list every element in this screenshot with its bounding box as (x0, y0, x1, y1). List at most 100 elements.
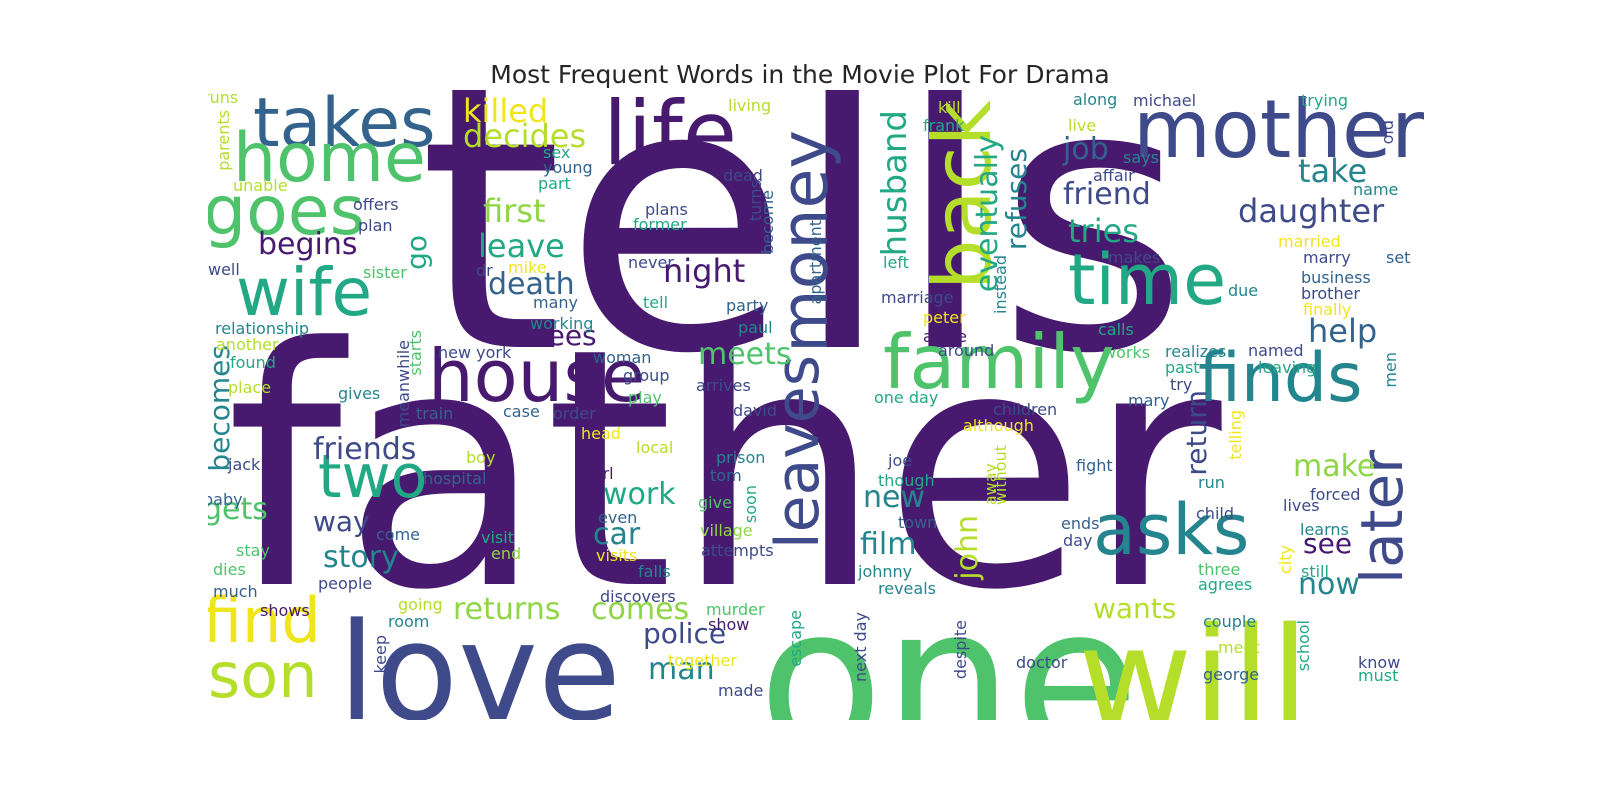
word-goes: goes (208, 172, 366, 251)
word-come: come (376, 525, 421, 544)
word-wants: wants (1093, 592, 1177, 625)
word-says: says (1123, 148, 1159, 167)
word-husband: husband (875, 110, 915, 257)
word-see: see (1303, 527, 1353, 560)
word-one-day: one day (874, 388, 939, 407)
word-work: work (603, 477, 676, 512)
word-frank: frank (923, 116, 965, 135)
word-tell: tell (643, 293, 669, 312)
word-go: go (400, 235, 433, 270)
word-forced: forced (1310, 485, 1361, 504)
word-woman: woman (593, 348, 652, 367)
word-film: film (860, 527, 917, 562)
word-now: now (1298, 567, 1360, 602)
word-keep: keep (371, 635, 390, 674)
word-run: run (1198, 473, 1225, 492)
word-named: named (1248, 341, 1304, 360)
word-village: village (700, 521, 753, 540)
word-escape: escape (786, 610, 805, 667)
word-town: town (898, 513, 938, 532)
word-affair: affair (1093, 166, 1135, 185)
word-discovers: discovers (600, 587, 676, 606)
word-must: must (1358, 666, 1399, 685)
word-family: family (883, 318, 1115, 406)
word-live: live (1068, 116, 1097, 135)
word-mike: mike (508, 258, 547, 277)
word-left: left (883, 253, 909, 272)
word-well: well (208, 260, 240, 279)
word-murder: murder (706, 600, 765, 619)
word-train: train (416, 404, 454, 423)
word-try: try (1170, 375, 1193, 394)
word-david: david (733, 401, 778, 420)
word-daughter: daughter (1238, 192, 1385, 230)
word-relationship: relationship (215, 319, 310, 338)
word-two: two (318, 442, 428, 512)
word-another: another (216, 335, 279, 354)
word-city: city (1276, 545, 1295, 574)
word-room: room (388, 612, 430, 631)
word-jack: jack (228, 455, 261, 474)
word-sister: sister (363, 263, 407, 282)
word-soon: soon (741, 485, 760, 524)
word-returns: returns (453, 592, 561, 627)
word-night: night (663, 252, 746, 290)
word-baby: baby (208, 490, 243, 509)
word-boy: boy (466, 448, 496, 467)
word-end: end (491, 544, 522, 563)
word-set: set (1386, 248, 1411, 267)
word-day: day (1063, 531, 1093, 550)
word-still: still (1301, 562, 1329, 581)
word-telling: telling (1226, 410, 1245, 460)
word-friend: friend (1063, 177, 1151, 212)
word-despite: despite (951, 620, 970, 680)
word-sex: sex (543, 143, 571, 162)
word-school: school (1294, 620, 1313, 672)
word-killed: killed (463, 92, 549, 130)
word-local: local (636, 438, 674, 457)
word-parents: parents (214, 110, 233, 171)
word-around: around (938, 341, 995, 360)
word-head: head (581, 424, 621, 443)
word-dr: dr (476, 261, 493, 280)
word-show: show (708, 615, 750, 634)
word-girl: girl (588, 464, 614, 483)
word-hospital: hospital (423, 469, 487, 488)
word-works: works (1103, 343, 1151, 362)
word-time: time (1068, 239, 1227, 321)
word-father: father (226, 278, 1222, 662)
word-name: name (1353, 180, 1399, 199)
word-without: without (991, 445, 1010, 506)
word-dies: dies (213, 560, 246, 579)
word-three: three (1198, 560, 1241, 579)
word-tries: tries (1068, 212, 1139, 250)
word-find: find (208, 584, 321, 657)
word-never: never (628, 253, 674, 272)
word-finally: finally (1303, 300, 1352, 319)
word-tom: tom (710, 466, 742, 485)
word-order: order (553, 404, 596, 423)
word-michael: michael (1133, 91, 1197, 110)
word-refuses: refuses (1000, 148, 1033, 251)
word-sees: sees (533, 319, 597, 352)
word-new-york: new york (438, 343, 512, 362)
word-shows: shows (260, 601, 310, 620)
word-found: found (230, 353, 276, 372)
word-first: first (483, 192, 546, 230)
word-plan: plan (358, 216, 393, 235)
word-many: many (533, 293, 578, 312)
word-john: john (950, 515, 985, 580)
word-story: story (323, 540, 399, 575)
word-made: made (718, 681, 764, 700)
word-realizes: realizes (1165, 342, 1227, 361)
word-attempts: attempts (701, 541, 774, 560)
word-visits: visits (596, 546, 638, 565)
word-plans: plans (645, 200, 688, 219)
word-much: much (213, 582, 258, 601)
word-children: children (993, 400, 1058, 419)
word-gives: gives (338, 384, 381, 403)
word-place: place (228, 378, 272, 397)
word-although: although (963, 416, 1034, 435)
word-paul: paul (738, 318, 773, 337)
word-kill: kill (938, 98, 961, 117)
